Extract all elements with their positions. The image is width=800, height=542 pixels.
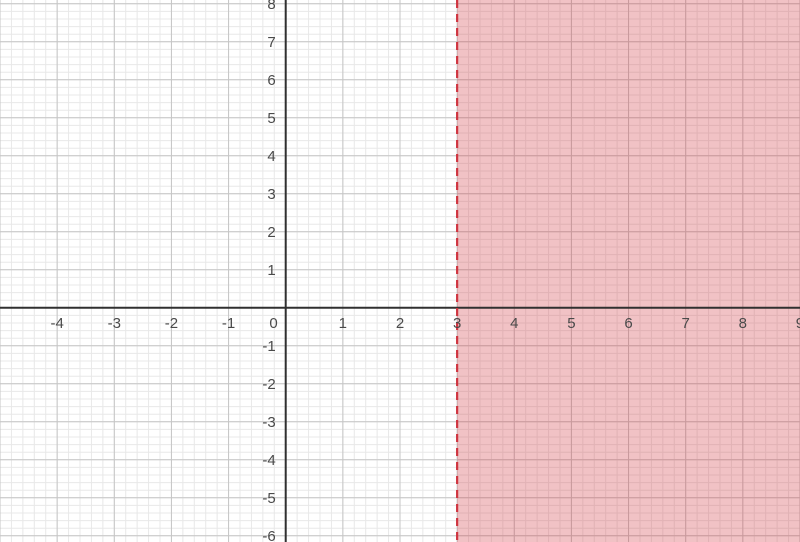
y-tick-label: -2 <box>262 376 275 393</box>
y-tick-label: 8 <box>267 0 275 13</box>
y-tick-label: 3 <box>267 186 275 203</box>
y-tick-label: -4 <box>262 452 275 469</box>
y-tick-label: 5 <box>267 110 275 127</box>
x-tick-label: 4 <box>510 315 518 332</box>
y-tick-label: 1 <box>267 262 275 279</box>
x-tick-label: -3 <box>108 315 121 332</box>
y-tick-label: 6 <box>267 72 275 89</box>
y-tick-label: 4 <box>267 148 275 165</box>
x-tick-label: 1 <box>339 315 347 332</box>
inequality-chart: -4 -3 -2 -1 1 2 3 4 5 6 7 8 9 -6 -5 -4 -3 -2 -1 1 2 3 4 5 6 7 8 0 <box>0 0 800 542</box>
origin-label: 0 <box>269 315 277 332</box>
y-tick-label: -1 <box>262 338 275 355</box>
y-tick-label: -6 <box>262 528 275 542</box>
y-tick-label: 2 <box>267 224 275 241</box>
x-tick-label: 2 <box>396 315 404 332</box>
y-tick-label: -5 <box>262 490 275 507</box>
x-tick-label: 8 <box>739 315 747 332</box>
y-tick-label: 7 <box>267 34 275 51</box>
shaded-region <box>457 0 800 542</box>
x-tick-label: 3 <box>453 315 461 332</box>
x-tick-label: 9 <box>796 315 800 332</box>
x-tick-label: -2 <box>165 315 178 332</box>
x-tick-label: 5 <box>567 315 575 332</box>
y-tick-label: -3 <box>262 414 275 431</box>
x-tick-label: 6 <box>624 315 632 332</box>
x-tick-label: -1 <box>222 315 235 332</box>
x-tick-label: -4 <box>50 315 63 332</box>
chart-svg: -4 -3 -2 -1 1 2 3 4 5 6 7 8 9 -6 -5 -4 -3 -2 -1 1 2 3 4 5 6 7 8 0 <box>0 0 800 542</box>
x-tick-label: 7 <box>682 315 690 332</box>
